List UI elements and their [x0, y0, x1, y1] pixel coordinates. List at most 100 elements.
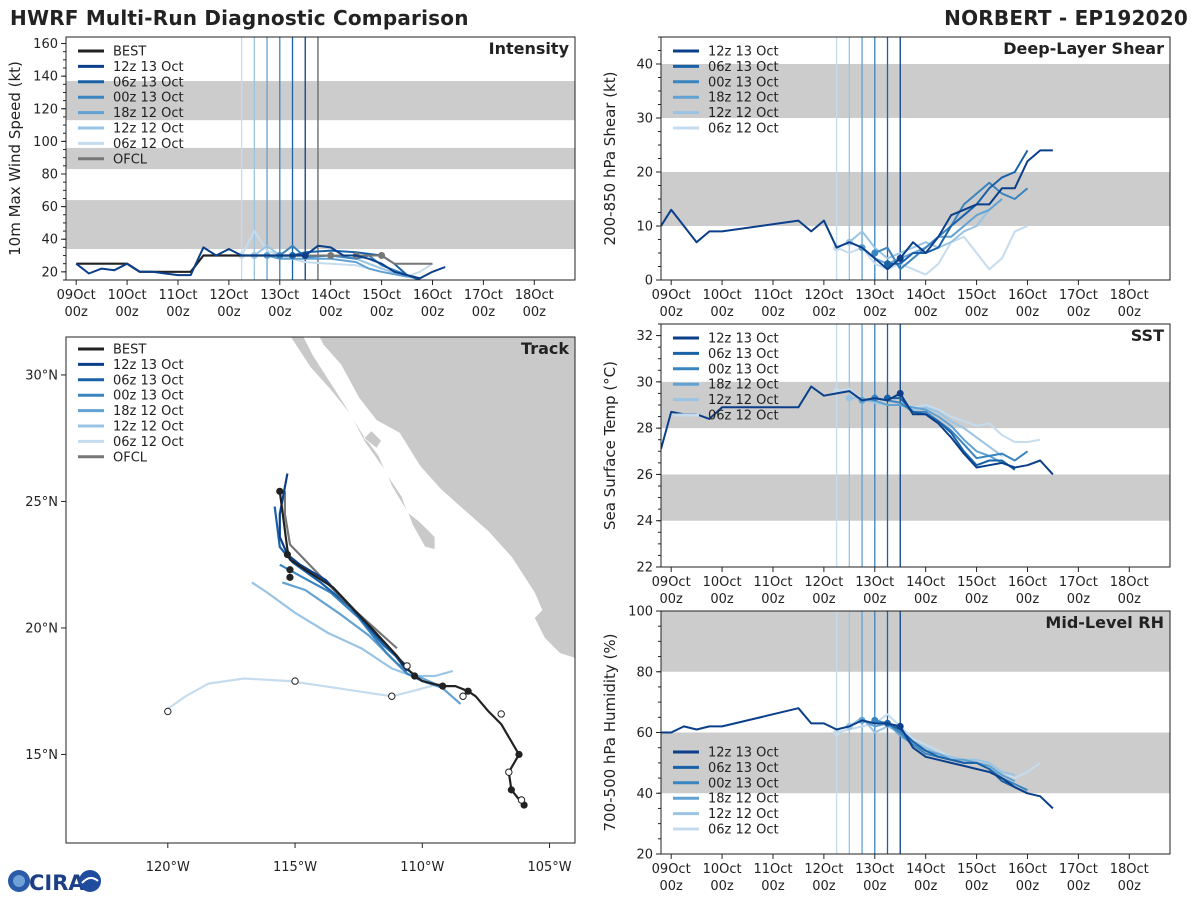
intensity-init-marker: [327, 252, 335, 260]
storm-title: NORBERT - EP192020: [944, 6, 1188, 30]
rh-x-tick-label: 10Oct: [703, 862, 742, 877]
rh-x-tick-label: 00z: [914, 879, 938, 894]
rh-x-tick-label: 00z: [965, 879, 989, 894]
sst-x-tick-label: 00z: [863, 592, 887, 607]
sst-legend-label: 12z 12 Oct: [708, 393, 779, 408]
rh-threshold-band: [661, 611, 1170, 672]
track-legend-label: 18z 12 Oct: [113, 404, 184, 419]
rh-x-tick-label: 13Oct: [855, 862, 894, 877]
track-legend-label: 12z 13 Oct: [113, 358, 184, 373]
shear-x-tick-label: 00z: [659, 305, 683, 320]
sst-init-marker: [845, 394, 853, 402]
rh-series-line: [661, 707, 1054, 810]
track-point-filled: [411, 672, 419, 680]
rh-x-tick-label: 00z: [659, 879, 683, 894]
intensity-legend-label: OFCL: [113, 152, 148, 167]
shear-threshold-band: [661, 172, 1170, 226]
rh-legend-label: 00z 13 Oct: [708, 776, 779, 791]
land-mass: [363, 430, 383, 449]
track-legend-bg: [69, 339, 197, 467]
shear-y-tick-label: 10: [636, 220, 653, 235]
track-legend-label: 12z 12 Oct: [113, 420, 184, 435]
track-point-filled: [515, 750, 523, 759]
intensity-y-tick-label: 120: [33, 102, 58, 117]
rh-x-tick-label: 17Oct: [1059, 862, 1098, 877]
sst-x-tick-label: 00z: [812, 592, 836, 607]
logo-text: CIRA: [29, 871, 85, 895]
intensity-legend-label: 06z 13 Oct: [113, 75, 184, 90]
shear-x-tick-label: 00z: [1067, 305, 1091, 320]
cira-logo: CIRA: [8, 870, 101, 895]
track-legend-label: OFCL: [113, 450, 148, 465]
rh-x-tick-label: 11Oct: [753, 862, 792, 877]
rh-y-tick-label: 40: [636, 787, 653, 802]
shear-x-tick-label: 15Oct: [957, 288, 996, 303]
intensity-y-axis-label: 10m Max Wind Speed (kt): [6, 61, 24, 256]
sst-x-tick-label: 16Oct: [1008, 575, 1047, 590]
intensity-plot-area: [66, 37, 575, 280]
shear-legend-label: 12z 12 Oct: [708, 106, 779, 121]
track-panel-title: Track: [521, 339, 569, 358]
sst-x-tick-label: 00z: [965, 592, 989, 607]
sst-series-line: [661, 385, 1054, 476]
shear-plot-area: [661, 37, 1170, 280]
sst-legend-label: 06z 13 Oct: [708, 347, 779, 362]
sst-legend-label: 06z 12 Oct: [708, 409, 779, 424]
shear-y-tick-label: 20: [636, 166, 653, 181]
track-point-open: [291, 677, 299, 685]
sst-x-tick-label: 00z: [1118, 592, 1142, 607]
rh-x-tick-label: 00z: [1067, 879, 1091, 894]
shear-y-tick-label: 40: [636, 58, 653, 73]
shear-legend-label: 00z 13 Oct: [708, 75, 779, 90]
intensity-legend-label: 12z 12 Oct: [113, 122, 184, 137]
sst-x-tick-label: 00z: [1067, 592, 1091, 607]
shear-init-marker: [871, 249, 879, 257]
sst-x-tick-label: 00z: [659, 592, 683, 607]
shear-y-tick-label: 30: [636, 112, 653, 127]
intensity-y-tick-label: 140: [33, 70, 58, 85]
figure-title: HWRF Multi-Run Diagnostic Comparison: [10, 6, 469, 30]
rh-init-marker: [896, 722, 904, 730]
intensity-x-tick-label: 00z: [217, 305, 241, 320]
intensity-y-tick-label: 20: [41, 265, 58, 280]
sst-series-line: [862, 399, 1003, 464]
intensity-x-tick-label: 00z: [472, 305, 496, 320]
track-lat-label: 25°N: [25, 495, 58, 510]
intensity-legend-label: 00z 13 Oct: [113, 91, 184, 106]
sst-frame: [660, 323, 1171, 568]
track-legend-label: 00z 13 Oct: [113, 389, 184, 404]
track-point-open: [517, 796, 526, 804]
intensity-x-tick-label: 18Oct: [515, 288, 554, 303]
track-legend-label: 06z 13 Oct: [113, 373, 184, 388]
sst-x-tick-label: 00z: [761, 592, 785, 607]
shear-series-line: [848, 198, 1003, 260]
rh-legend-label: 18z 12 Oct: [708, 792, 779, 807]
intensity-x-tick-label: 14Oct: [311, 288, 350, 303]
shear-x-tick-label: 00z: [965, 305, 989, 320]
intensity-threshold-band: [66, 147, 575, 170]
rh-x-tick-label: 15Oct: [957, 862, 996, 877]
intensity-threshold-band: [66, 200, 575, 250]
intensity-series-line: [266, 254, 408, 278]
intensity-x-tick-label: 00z: [370, 305, 394, 320]
rh-panel: 20 40 60 80 100 09Oct 00z 10Oct 00z 11Oct 00z 12Oct…: [601, 605, 1171, 894]
intensity-legend-label: 12z 13 Oct: [113, 60, 184, 75]
shear-threshold-band: [661, 64, 1170, 118]
intensity-x-tick-label: 16Oct: [413, 288, 452, 303]
track-lat-label: 30°N: [25, 368, 58, 383]
rh-x-tick-label: 00z: [863, 879, 887, 894]
shear-y-axis-label: 200-850 hPa Shear (kt): [601, 72, 619, 246]
sst-x-tick-label: 18Oct: [1110, 575, 1149, 590]
intensity-x-tick-label: 11Oct: [158, 288, 197, 303]
sst-plot-area: [661, 324, 1170, 567]
track-point-open: [388, 692, 396, 700]
rh-x-tick-label: 00z: [812, 879, 836, 894]
track-panel: 120°W 115°W 110°W 105°W 15°N 20°N 25°N 30°N Trac…: [25, 336, 576, 875]
rh-legend-label: 12z 12 Oct: [708, 807, 779, 822]
track-lat-label: 20°N: [25, 621, 58, 636]
rh-series-line: [848, 716, 1016, 776]
satellite-icon: [79, 870, 101, 892]
